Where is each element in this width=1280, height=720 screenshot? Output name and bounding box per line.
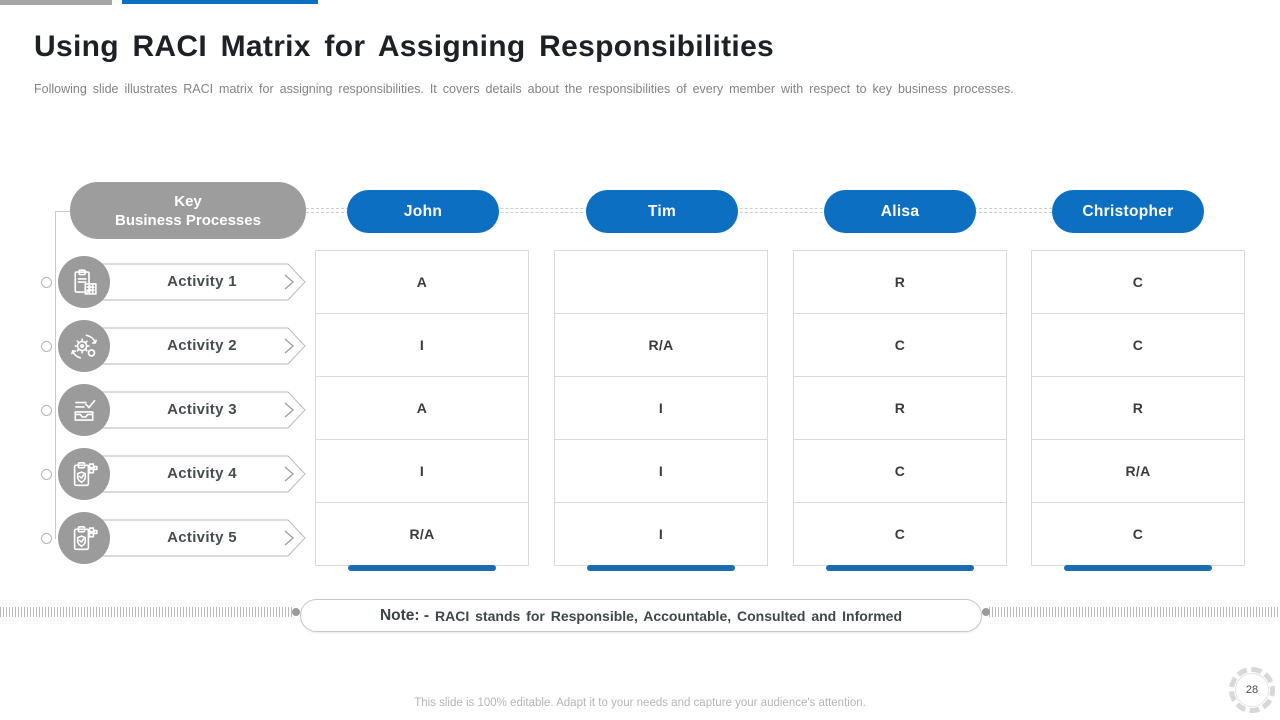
page-number: 28 [1245,684,1259,696]
matrix-cell[interactable]: C [793,439,1007,503]
note-hatch-line-right [989,607,1280,617]
matrix-cell[interactable]: C [793,313,1007,377]
document-check-icon [74,399,96,421]
connector-node [41,277,52,288]
matrix-cell[interactable]: I [554,376,768,440]
matrix-cell[interactable]: R/A [1031,439,1245,503]
matrix-cell[interactable]: C [793,502,1007,566]
column-header-alisa[interactable]: Alisa [824,190,976,233]
connector-node [41,469,52,480]
activity-label[interactable]: Activity 1 [167,273,237,290]
left-connector-stub [55,211,71,212]
matrix-cell[interactable]: C [1031,502,1245,566]
activity-icon-circle[interactable] [58,512,110,564]
top-accent-bar-gray [0,0,112,5]
activity-label[interactable]: Activity 2 [167,337,237,354]
matrix-cell[interactable]: A [315,376,529,440]
column-underline [587,565,735,571]
matrix-column-christopher: C C R R/A C [1031,250,1245,566]
note-banner[interactable]: Note: - RACI stands for Responsible, Acc… [300,599,982,632]
column-header-christopher[interactable]: Christopher [1052,190,1204,233]
row-header-line2: Business Processes [115,211,261,229]
matrix-cell[interactable]: R/A [315,502,529,566]
row-header-pill[interactable]: Key Business Processes [70,182,306,239]
page-subtitle: Following slide illustrates RACI matrix … [34,82,1014,96]
clipboard-shield-icon [73,525,98,551]
top-accent-bar-blue [122,0,318,4]
matrix-cell[interactable]: I [554,502,768,566]
column-underline [826,565,974,571]
note-end-dot [982,608,990,616]
note-end-dot [292,608,300,616]
matrix-cell[interactable]: I [315,439,529,503]
activity-icon-circle[interactable] [58,384,110,436]
matrix-cell[interactable]: R [793,250,1007,314]
activity-label[interactable]: Activity 4 [167,465,237,482]
matrix-cell[interactable] [554,250,768,314]
note-label: Note: - [379,606,430,624]
clipboard-calculator-icon [74,269,97,295]
activity-label[interactable]: Activity 3 [167,401,237,418]
matrix-cell[interactable]: R [793,376,1007,440]
page-title: Using RACI Matrix for Assigning Responsi… [34,30,775,63]
column-underline [348,565,496,571]
connector-node [41,341,52,352]
clipboard-shield-icon [73,461,98,487]
matrix-column-alisa: R C R C C [793,250,1007,566]
matrix-cell[interactable]: A [315,250,529,314]
column-header-john[interactable]: John [347,190,499,233]
matrix-cell[interactable]: R/A [554,313,768,377]
matrix-cell[interactable]: C [1031,313,1245,377]
column-header-tim[interactable]: Tim [586,190,738,233]
activity-icon-circle[interactable] [58,320,110,372]
activity-icon-circle[interactable] [58,448,110,500]
footer-note: This slide is 100% editable. Adapt it to… [414,697,866,709]
connector-node [41,405,52,416]
matrix-cell[interactable]: R [1031,376,1245,440]
matrix-column-john: A I A I R/A [315,250,529,566]
matrix-column-tim: R/A I I I [554,250,768,566]
row-header-line1: Key [174,192,202,210]
note-text: RACI stands for Responsible, Accountable… [435,607,903,624]
connector-node [41,533,52,544]
page-number-gear-icon: 28 [1229,667,1275,713]
matrix-cell[interactable]: C [1031,250,1245,314]
gears-sync-icon [71,334,97,359]
note-hatch-line-left [0,607,292,617]
matrix-cell[interactable]: I [554,439,768,503]
activity-label[interactable]: Activity 5 [167,529,237,546]
column-underline [1064,565,1212,571]
left-connector-line [55,211,56,539]
matrix-cell[interactable]: I [315,313,529,377]
activity-icon-circle[interactable] [58,256,110,308]
